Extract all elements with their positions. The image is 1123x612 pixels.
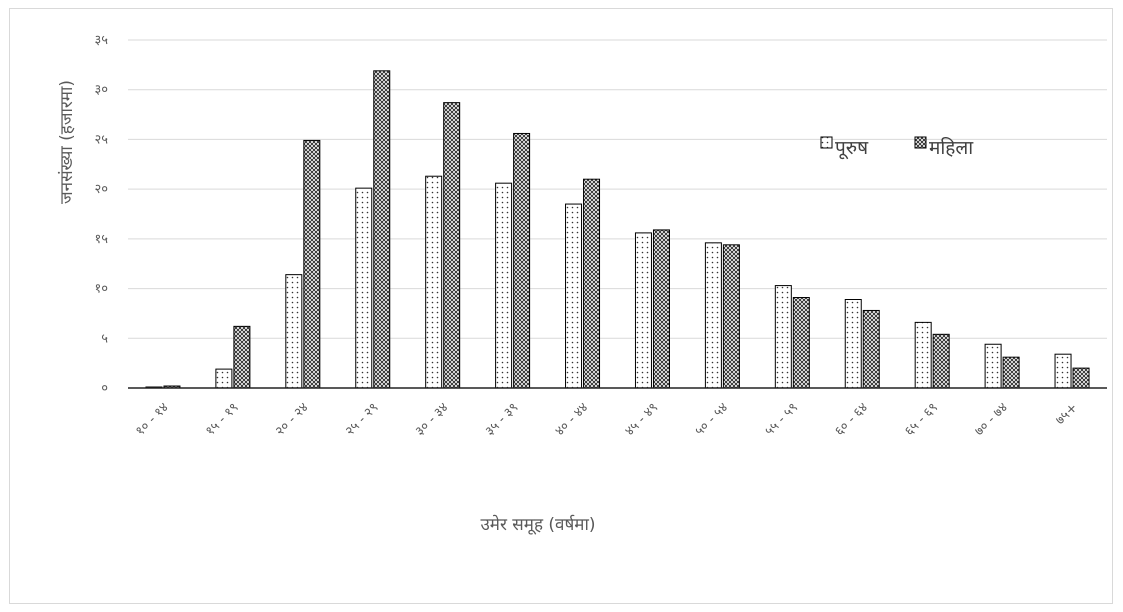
bar-male <box>914 321 932 389</box>
bar-female <box>303 139 321 389</box>
bar-male <box>1054 353 1072 389</box>
x-tick-label: ४० - ४४ <box>552 400 591 439</box>
x-tick-label: २५ - २९ <box>343 400 382 439</box>
bar-male <box>844 299 862 389</box>
bar-male <box>774 285 792 389</box>
x-tick-label: ७० - ७४ <box>972 400 1011 439</box>
bar-female <box>722 244 740 389</box>
bar-female <box>1072 367 1090 389</box>
y-tick-label: १० <box>94 282 108 297</box>
bar-male <box>285 274 303 389</box>
x-tick-label: ५० - ५४ <box>692 400 731 439</box>
bar-female <box>373 70 391 389</box>
x-tick-label: ४५ - ४९ <box>622 400 661 439</box>
bar-female <box>1002 356 1020 389</box>
legend: पूरुष महिला <box>820 136 974 160</box>
x-tick-label: १५ - १९ <box>203 400 242 439</box>
legend-label-female: महिला <box>929 136 974 159</box>
bar-male <box>215 368 233 389</box>
x-axis-title: उमेर समूह (वर्षमा) <box>480 514 595 535</box>
bar-male <box>355 187 373 389</box>
x-tick-label: ५५ - ५९ <box>762 400 801 439</box>
y-tick-label: २५ <box>94 132 108 147</box>
bar-female <box>932 333 950 389</box>
bar-male <box>565 203 583 389</box>
y-axis-title: जनसंख्या (हजारमा) <box>57 80 77 204</box>
bar-male <box>704 242 722 389</box>
y-tick-label: १५ <box>94 232 108 247</box>
x-tick-label: ६५ - ६९ <box>902 400 941 439</box>
x-tick-label: १० - १४ <box>133 400 172 439</box>
y-tick-label: ३० <box>94 83 108 98</box>
bar-female <box>233 325 251 389</box>
bar-female <box>652 229 670 389</box>
y-tick-label: २० <box>94 182 108 197</box>
x-tick-label: ३५ - ३९ <box>483 400 522 439</box>
legend-swatch-male <box>820 136 833 149</box>
x-tick-label: ३० - ३४ <box>413 400 452 439</box>
bar-female <box>862 309 880 389</box>
bar-female <box>792 297 810 389</box>
bar-male <box>634 232 652 389</box>
x-tick-label: २० - २४ <box>273 400 312 439</box>
x-tick-label: ६० - ६४ <box>832 400 871 439</box>
y-tick-label: ५ <box>101 331 108 346</box>
bar-male <box>425 175 443 389</box>
bar-female <box>443 102 461 389</box>
x-tick-label: ७५+ <box>1053 400 1081 428</box>
bar-male <box>984 343 1002 389</box>
y-tick-label: ३५ <box>94 33 108 48</box>
legend-swatch-female <box>914 136 927 149</box>
bar-female <box>583 178 601 389</box>
chart-frame <box>9 8 1113 604</box>
bar-female <box>513 132 531 389</box>
legend-label-male: पूरुष <box>835 137 869 160</box>
y-tick-label: ० <box>101 381 108 396</box>
bar-male <box>495 182 513 389</box>
